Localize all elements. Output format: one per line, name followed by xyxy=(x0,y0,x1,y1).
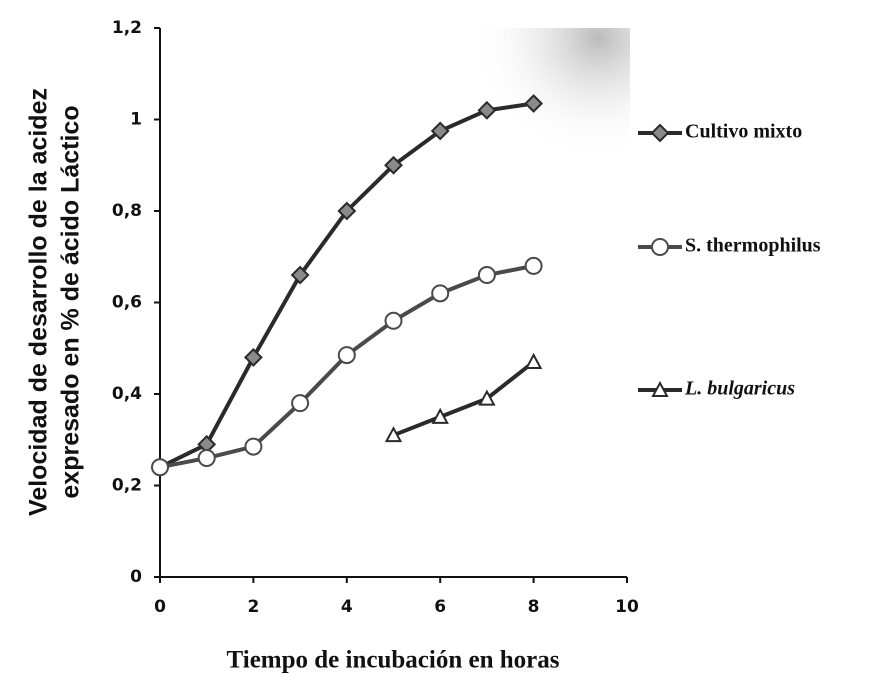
series-line xyxy=(159,263,534,470)
data-point xyxy=(291,394,310,413)
y-axis-label-line: expresado en % de ácido Láctico xyxy=(57,105,85,498)
legend-label: Cultivo mixto xyxy=(685,121,802,143)
y-tick-label: 0,6 xyxy=(112,293,142,313)
y-tick-label: 1 xyxy=(130,110,142,130)
y-tick-label: 0,8 xyxy=(112,201,142,221)
data-point xyxy=(290,265,310,285)
background-shade xyxy=(420,28,630,228)
legend-marker xyxy=(650,123,670,143)
y-axis-label: Velocidad de desarrollo de la acidez exp… xyxy=(25,88,85,516)
x-tick-label: 6 xyxy=(434,597,446,617)
legend-marker xyxy=(651,380,669,397)
x-axis-label: Tiempo de incubación en horas xyxy=(227,647,560,674)
data-point xyxy=(384,426,403,443)
data-point xyxy=(431,407,449,424)
data-point xyxy=(384,155,403,175)
data-point xyxy=(478,389,496,406)
data-point xyxy=(430,121,450,141)
series-line xyxy=(392,360,535,438)
data-point xyxy=(477,100,497,120)
legend-label: S. thermophilus xyxy=(685,235,821,257)
data-point xyxy=(243,347,263,367)
x-tick-label: 0 xyxy=(154,597,166,617)
y-tick-label: 0,2 xyxy=(112,476,142,496)
data-point xyxy=(337,346,356,365)
data-point xyxy=(524,352,543,369)
data-point xyxy=(477,266,496,285)
data-point xyxy=(151,458,169,477)
data-point xyxy=(197,449,216,468)
y-axis-label-line: Velocidad de desarrollo de la acidez xyxy=(25,88,53,516)
data-point xyxy=(244,437,263,456)
x-tick-label: 8 xyxy=(528,597,540,617)
data-point xyxy=(431,284,450,303)
x-tick-label: 4 xyxy=(341,597,353,617)
data-point xyxy=(524,256,543,275)
y-tick-label: 0,4 xyxy=(112,384,142,404)
x-tick-label: 2 xyxy=(247,597,259,617)
data-point xyxy=(524,94,544,113)
legend-label: L. bulgaricus xyxy=(684,378,795,400)
legend-marker xyxy=(651,238,669,256)
data-point xyxy=(337,201,357,221)
data-point xyxy=(384,311,403,330)
x-tick-label: 10 xyxy=(615,597,639,617)
y-tick-label: 0 xyxy=(130,567,142,587)
y-tick-label: 1,2 xyxy=(112,18,142,38)
